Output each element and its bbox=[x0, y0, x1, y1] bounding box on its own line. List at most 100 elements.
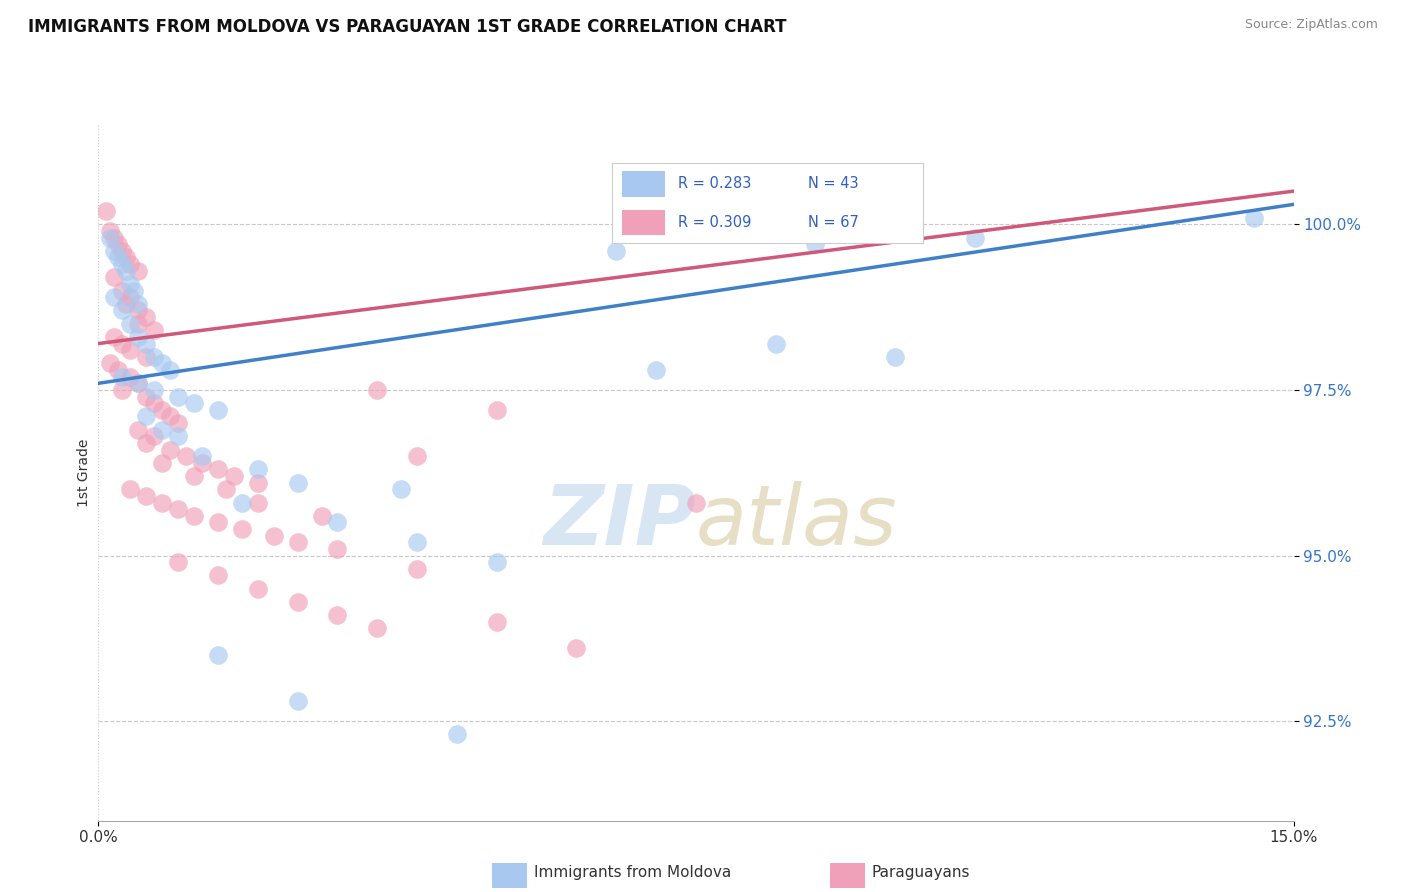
Point bbox=[685, 495, 707, 509]
Point bbox=[127, 376, 149, 391]
Point bbox=[98, 356, 122, 370]
Point bbox=[150, 402, 173, 417]
Text: atlas: atlas bbox=[696, 481, 897, 562]
Point bbox=[103, 230, 125, 244]
Point bbox=[183, 469, 205, 483]
Point bbox=[884, 350, 907, 364]
Point bbox=[120, 369, 142, 384]
Point bbox=[485, 402, 508, 417]
Point bbox=[135, 409, 157, 424]
Point bbox=[127, 303, 149, 318]
Point bbox=[127, 297, 149, 311]
Point bbox=[103, 290, 125, 304]
Point bbox=[103, 330, 125, 344]
Point bbox=[963, 230, 986, 244]
Point bbox=[207, 568, 229, 582]
Point bbox=[287, 595, 309, 609]
Point bbox=[143, 429, 166, 443]
Point bbox=[167, 555, 190, 569]
Point bbox=[167, 416, 190, 430]
Point bbox=[326, 541, 349, 556]
Point bbox=[98, 230, 122, 244]
Point bbox=[115, 251, 138, 265]
Point bbox=[207, 462, 229, 476]
Point bbox=[150, 356, 173, 370]
Point bbox=[765, 336, 787, 351]
Point bbox=[111, 244, 134, 258]
Text: R = 0.283: R = 0.283 bbox=[678, 177, 751, 192]
Point bbox=[366, 622, 388, 636]
Point bbox=[103, 270, 125, 285]
Bar bbox=[621, 171, 665, 197]
Point bbox=[103, 244, 125, 258]
Point bbox=[120, 257, 142, 271]
Point bbox=[127, 317, 149, 331]
Point bbox=[120, 343, 142, 358]
Point bbox=[111, 284, 134, 298]
Point bbox=[96, 204, 118, 219]
Point bbox=[135, 489, 157, 503]
Point bbox=[150, 456, 173, 470]
Point bbox=[120, 317, 142, 331]
Point bbox=[124, 284, 146, 298]
Point bbox=[207, 516, 229, 530]
Point bbox=[111, 303, 134, 318]
Point bbox=[98, 224, 122, 238]
Point bbox=[127, 330, 149, 344]
Point bbox=[135, 336, 157, 351]
Point bbox=[366, 383, 388, 397]
Point bbox=[191, 449, 214, 463]
Point bbox=[150, 495, 173, 509]
Point bbox=[150, 423, 173, 437]
Point bbox=[287, 475, 309, 490]
Point bbox=[159, 409, 181, 424]
Point bbox=[645, 363, 668, 377]
Point bbox=[485, 615, 508, 629]
Point bbox=[167, 390, 190, 404]
Text: N = 43: N = 43 bbox=[808, 177, 859, 192]
Point bbox=[111, 369, 134, 384]
Point bbox=[326, 608, 349, 623]
Point bbox=[246, 582, 269, 596]
Point bbox=[120, 483, 142, 497]
Point bbox=[143, 350, 166, 364]
Point bbox=[326, 516, 349, 530]
Point bbox=[120, 290, 142, 304]
Text: Source: ZipAtlas.com: Source: ZipAtlas.com bbox=[1244, 18, 1378, 31]
Point bbox=[183, 508, 205, 523]
Point bbox=[135, 350, 157, 364]
Point bbox=[311, 508, 333, 523]
Point bbox=[167, 429, 190, 443]
Point bbox=[406, 449, 429, 463]
Bar bbox=[621, 210, 665, 235]
Point bbox=[143, 383, 166, 397]
Point bbox=[565, 641, 588, 656]
Point bbox=[159, 442, 181, 457]
Point bbox=[111, 336, 134, 351]
Point bbox=[127, 423, 149, 437]
Point bbox=[246, 475, 269, 490]
Text: IMMIGRANTS FROM MOLDOVA VS PARAGUAYAN 1ST GRADE CORRELATION CHART: IMMIGRANTS FROM MOLDOVA VS PARAGUAYAN 1S… bbox=[28, 18, 786, 36]
Point bbox=[111, 383, 134, 397]
Point bbox=[287, 535, 309, 549]
Point bbox=[605, 244, 627, 258]
Point bbox=[231, 495, 253, 509]
Text: N = 67: N = 67 bbox=[808, 215, 859, 230]
Point bbox=[111, 257, 134, 271]
Text: Paraguayans: Paraguayans bbox=[872, 865, 970, 880]
Point bbox=[215, 483, 238, 497]
Point bbox=[143, 396, 166, 410]
Point bbox=[115, 263, 138, 277]
Point bbox=[406, 535, 429, 549]
Point bbox=[115, 297, 138, 311]
Point bbox=[263, 529, 285, 543]
Point bbox=[246, 495, 269, 509]
Point bbox=[159, 363, 181, 377]
Point bbox=[485, 555, 508, 569]
Y-axis label: 1st Grade: 1st Grade bbox=[77, 439, 91, 507]
Point bbox=[191, 456, 214, 470]
Point bbox=[183, 396, 205, 410]
Point bbox=[135, 436, 157, 450]
Point bbox=[127, 263, 149, 277]
Point bbox=[446, 727, 468, 741]
